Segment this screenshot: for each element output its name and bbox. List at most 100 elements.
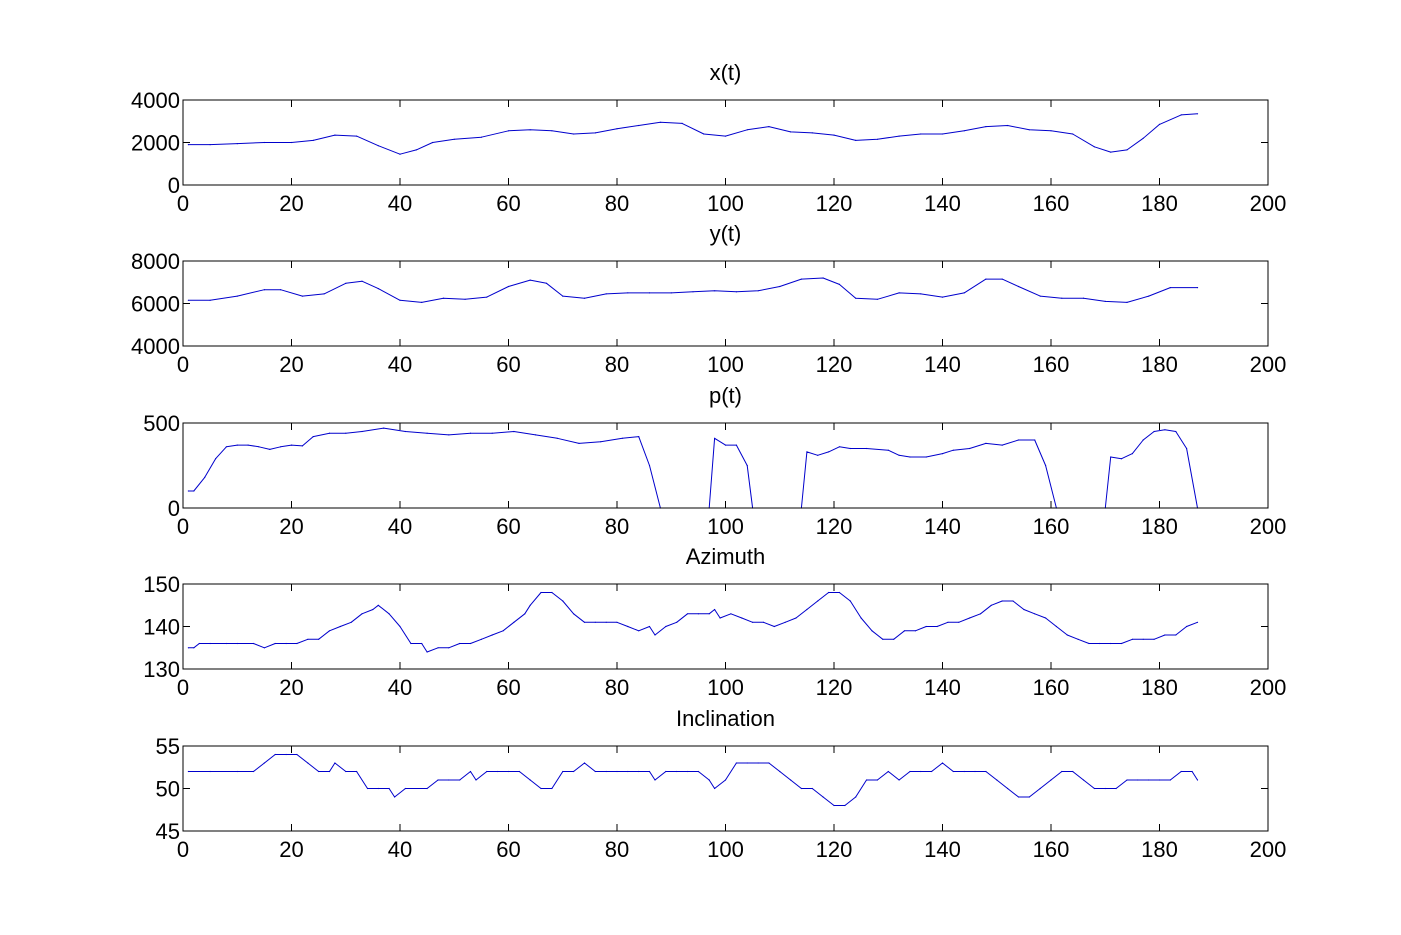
data-point: [448, 647, 450, 649]
data-point: [638, 436, 640, 438]
data-point: [974, 770, 976, 773]
data-point: [193, 647, 195, 649]
y-tick-label: 55: [156, 734, 180, 759]
axes-frame: [182, 99, 1269, 186]
data-point: [361, 280, 363, 282]
data-point: [1126, 301, 1128, 303]
data-point: [838, 283, 841, 285]
data-point: [1072, 770, 1074, 773]
x-tick-label: 20: [279, 191, 303, 216]
data-point: [648, 464, 651, 467]
data-point: [828, 451, 830, 453]
data-point: [1110, 642, 1112, 645]
data-point: [648, 292, 651, 294]
x-tick-label: 0: [177, 675, 189, 700]
data-point: [404, 430, 406, 433]
data-point: [752, 621, 754, 623]
data-point: [426, 432, 428, 434]
data-point: [1017, 285, 1020, 288]
data-point: [952, 449, 954, 451]
data-point: [616, 621, 618, 623]
x-tick-label: 140: [924, 191, 961, 216]
x-tick-label: 60: [496, 514, 520, 539]
subplot-2: y(t) 0 20 40 60 80 100 120 140 160 180 200 4000 6000 8…: [131, 221, 1286, 377]
x-tick-label: 40: [388, 352, 412, 377]
data-point: [1191, 770, 1193, 773]
data-point: [247, 444, 249, 446]
series-line: [188, 113, 1198, 155]
data-point: [893, 638, 895, 640]
subplot-4: Azimuth 0 20 40 60 80 100 120 140 160 180 200 130 140…: [143, 544, 1286, 700]
data-point: [1175, 634, 1177, 636]
data-point: [464, 298, 466, 300]
data-point: [1120, 642, 1123, 645]
y-tick-label: 0: [168, 496, 180, 521]
data-point: [659, 121, 662, 123]
x-tick-label: 20: [279, 352, 303, 377]
data-point: [301, 445, 303, 447]
data-point: [269, 448, 271, 450]
data-point: [1153, 638, 1155, 640]
data-point: [296, 642, 298, 645]
data-point: [318, 638, 320, 640]
x-tick-label: 120: [816, 514, 853, 539]
data-point: [209, 144, 211, 146]
x-tick-label: 120: [816, 675, 853, 700]
data-point: [1088, 642, 1090, 645]
data-point: [529, 604, 531, 606]
data-point: [1001, 278, 1003, 280]
data-point: [312, 436, 314, 438]
data-point: [442, 297, 444, 299]
data-point: [1180, 114, 1182, 116]
data-point: [410, 642, 412, 645]
y-tick-label: 2000: [131, 131, 180, 156]
data-point: [486, 770, 488, 773]
data-point: [361, 430, 363, 433]
data-point: [583, 297, 586, 299]
x-tick-label: 60: [496, 352, 520, 377]
series-line: [188, 592, 1198, 653]
series-line: [188, 277, 1198, 303]
subplot-title: y(t): [710, 221, 742, 246]
data-point: [274, 753, 276, 756]
data-point: [524, 613, 526, 615]
data-point: [714, 290, 716, 292]
data-point: [1137, 779, 1139, 781]
series-line: [188, 427, 1198, 509]
y-tick-label: 150: [143, 572, 180, 597]
data-point: [345, 432, 347, 434]
data-point: [670, 292, 672, 294]
data-point: [1007, 787, 1009, 790]
data-point: [719, 617, 721, 619]
data-point: [1110, 151, 1112, 153]
x-tick-label: 80: [605, 675, 629, 700]
data-point: [779, 285, 781, 288]
data-point: [936, 625, 938, 628]
x-tick-label: 0: [177, 191, 189, 216]
data-point: [665, 770, 667, 773]
data-point: [1028, 796, 1030, 798]
data-point: [779, 770, 781, 773]
data-point: [985, 770, 987, 773]
y-tick-label: 500: [143, 411, 180, 436]
data-point: [307, 762, 309, 764]
data-point: [1164, 634, 1166, 636]
data-point: [334, 762, 336, 764]
data-point: [562, 295, 564, 297]
data-point: [947, 621, 949, 623]
data-point: [724, 444, 727, 446]
data-point: [1120, 458, 1123, 460]
data-point: [638, 124, 640, 127]
y-tick-label: 6000: [131, 292, 180, 317]
data-point: [540, 787, 542, 790]
y-tick-label: 140: [143, 615, 180, 640]
data-point: [1077, 638, 1079, 640]
data-point: [448, 434, 450, 436]
x-tick-label: 60: [496, 675, 520, 700]
data-point: [1158, 779, 1161, 781]
data-point: [1082, 779, 1085, 781]
data-point: [236, 444, 238, 446]
data-point: [518, 770, 521, 773]
data-point: [551, 787, 553, 790]
data-point: [513, 621, 515, 623]
